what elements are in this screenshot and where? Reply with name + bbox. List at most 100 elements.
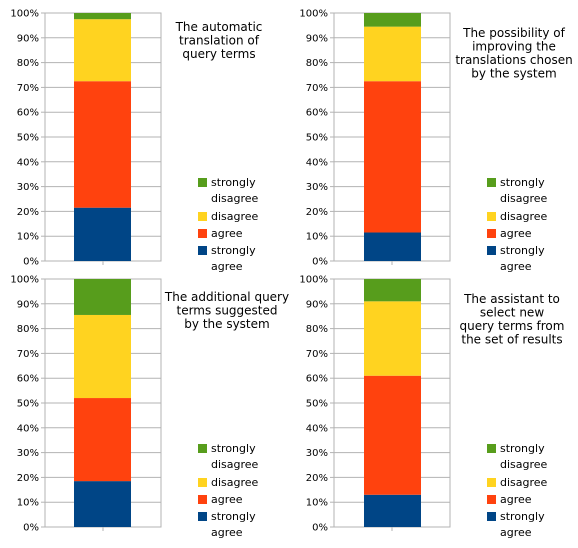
legend-swatch-strongly-agree: [487, 512, 496, 521]
legend-label-disagree: disagree: [500, 476, 548, 489]
y-tick-label: 70%: [17, 349, 39, 360]
bar-segment-strongly-disagree: [364, 13, 421, 27]
y-tick-label: 20%: [17, 207, 39, 218]
y-tick-label: 60%: [306, 108, 328, 119]
y-tick-label: 40%: [306, 423, 328, 434]
legend-swatch-disagree: [198, 478, 207, 487]
legend-swatch-disagree: [198, 212, 207, 221]
legend: strongly disagree disagree agree strongly agr…: [198, 442, 259, 539]
y-tick-label: 0%: [23, 523, 39, 534]
legend-swatch-strongly-disagree: [198, 178, 207, 187]
chart-panel-3: 0% 10% 20% 30% 40% 50% 60% 70% 80% 90% 100% The add…: [10, 275, 289, 540]
y-tick-label: 100%: [299, 9, 328, 20]
y-tick-label: 80%: [306, 58, 328, 69]
chart-title: The assistant to select new query terms fr…: [460, 292, 565, 347]
y-tick-label: 50%: [306, 399, 328, 410]
y-tick-label: 90%: [306, 33, 328, 44]
bar-segment-disagree: [364, 26, 421, 82]
y-tick-label: 40%: [17, 423, 39, 434]
y-tick-label: 20%: [306, 473, 328, 484]
legend-swatch-agree: [487, 229, 496, 238]
y-tick-label: 60%: [306, 374, 328, 385]
y-tick-label: 100%: [10, 275, 39, 286]
y-tick-label: 90%: [17, 33, 39, 44]
y-tick-label: 30%: [17, 448, 39, 459]
legend-label-disagree: disagree: [211, 476, 259, 489]
legend: strongly disagree disagree agree strongly agr…: [198, 176, 259, 273]
legend-label-agree: agree: [211, 227, 243, 240]
bar-segment-agree: [74, 398, 131, 482]
chart-title: The possibility of improving the translati…: [455, 26, 572, 81]
y-tick-label: 30%: [17, 182, 39, 193]
legend-swatch-agree: [198, 229, 207, 238]
legend-label-strongly-agree: strongly agree: [211, 244, 256, 273]
y-tick-label: 50%: [17, 133, 39, 144]
legend-label-strongly-disagree: strongly disagree: [211, 176, 259, 205]
bar-segment-disagree: [74, 314, 131, 399]
y-tick-label: 100%: [10, 9, 39, 20]
legend-swatch-disagree: [487, 478, 496, 487]
y-tick-label: 50%: [306, 133, 328, 144]
bar-segment-disagree: [364, 301, 421, 376]
y-tick-label: 100%: [299, 275, 328, 286]
y-tick-label: 20%: [306, 207, 328, 218]
legend-label-disagree: disagree: [211, 210, 259, 223]
legend-label-strongly-disagree: strongly disagree: [500, 176, 548, 205]
y-tick-label: 0%: [312, 257, 328, 268]
y-tick-label: 10%: [306, 498, 328, 509]
y-tick-label: 90%: [306, 299, 328, 310]
bar-segment-strongly-disagree: [74, 13, 131, 20]
y-tick-label: 30%: [306, 182, 328, 193]
legend-swatch-strongly-disagree: [198, 444, 207, 453]
chart-title: The automatic translation of query terms: [175, 20, 263, 61]
chart-panel-4: 0% 10% 20% 30% 40% 50% 60% 70% 80% 90% 100% The ass…: [299, 275, 564, 540]
y-tick-label: 50%: [17, 399, 39, 410]
y-tick-label: 80%: [17, 324, 39, 335]
chart-title: The additional query terms suggested by th…: [164, 290, 289, 331]
y-tick-label: 20%: [17, 473, 39, 484]
y-tick-label: 80%: [306, 324, 328, 335]
legend-label-disagree: disagree: [500, 210, 548, 223]
bar-segment-strongly-agree: [74, 481, 131, 527]
y-tick-label: 0%: [23, 257, 39, 268]
legend-swatch-strongly-disagree: [487, 178, 496, 187]
legend: strongly disagree disagree agree strongly agr…: [487, 442, 548, 539]
y-tick-label: 70%: [306, 83, 328, 94]
bar-segment-disagree: [74, 19, 131, 82]
legend-swatch-strongly-agree: [487, 246, 496, 255]
y-tick-label: 70%: [306, 349, 328, 360]
y-tick-label: 40%: [17, 157, 39, 168]
y-tick-label: 10%: [17, 498, 39, 509]
legend-label-strongly-agree: strongly agree: [500, 244, 545, 273]
legend-label-strongly-agree: strongly agree: [500, 510, 545, 539]
y-tick-label: 70%: [17, 83, 39, 94]
bar-segment-strongly-agree: [364, 232, 421, 261]
bar-segment-strongly-disagree: [364, 279, 421, 302]
legend: strongly disagree disagree agree strongly agr…: [487, 176, 548, 273]
legend-swatch-strongly-disagree: [487, 444, 496, 453]
legend-label-agree: agree: [500, 493, 532, 506]
legend-label-strongly-disagree: strongly disagree: [500, 442, 548, 471]
y-tick-label: 10%: [306, 232, 328, 243]
y-tick-label: 10%: [17, 232, 39, 243]
bar-segment-strongly-agree: [364, 494, 421, 527]
bar-segment-agree: [364, 81, 421, 233]
legend-label-strongly-disagree: strongly disagree: [211, 442, 259, 471]
legend-label-strongly-agree: strongly agree: [211, 510, 256, 539]
y-tick-label: 0%: [312, 523, 328, 534]
y-tick-label: 80%: [17, 58, 39, 69]
legend-swatch-strongly-agree: [198, 246, 207, 255]
legend-swatch-agree: [198, 495, 207, 504]
legend-swatch-strongly-agree: [198, 512, 207, 521]
bar-segment-agree: [364, 375, 421, 495]
chart-panel-1: 0% 10% 20% 30% 40% 50% 60% 70% 80% 90% 100% The aut…: [10, 9, 262, 274]
bar-segment-agree: [74, 81, 131, 208]
chart-panel-2: 0% 10% 20% 30% 40% 50% 60% 70% 80% 90% 100% The pos…: [299, 9, 572, 274]
bar-segment-strongly-disagree: [74, 279, 131, 315]
y-tick-label: 30%: [306, 448, 328, 459]
legend-swatch-agree: [487, 495, 496, 504]
legend-label-agree: agree: [211, 493, 243, 506]
y-tick-label: 40%: [306, 157, 328, 168]
y-tick-label: 60%: [17, 108, 39, 119]
